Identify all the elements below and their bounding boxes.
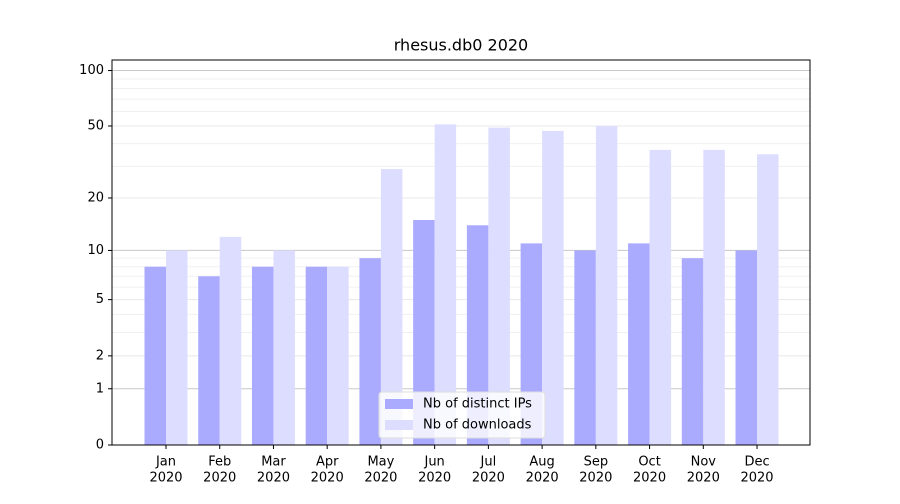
x-tick-label: Apr — [316, 455, 339, 470]
y-tick-label: 2 — [96, 348, 104, 363]
x-tick-label: Jun — [423, 455, 444, 470]
x-tick-label: 2020 — [203, 471, 236, 486]
bar — [327, 266, 349, 445]
bar — [413, 220, 435, 445]
x-tick-label: 2020 — [740, 471, 773, 486]
y-tick-label: 1 — [96, 381, 104, 396]
x-tick-label: 2020 — [418, 471, 451, 486]
x-tick-label: Oct — [638, 455, 660, 470]
plot-frame — [111, 59, 811, 446]
y-tick-label: 50 — [87, 118, 104, 133]
bar — [380, 169, 403, 446]
x-tick-label: 2020 — [526, 471, 559, 486]
bar — [466, 225, 489, 445]
legend-swatch — [385, 420, 413, 430]
x-tick-label: 2020 — [257, 471, 290, 486]
legend-label: Nb of distinct IPs — [423, 397, 532, 412]
y-tick-label: 5 — [96, 292, 104, 307]
bar — [681, 258, 704, 445]
legend-swatch — [385, 399, 413, 409]
x-tick-label: Jul — [480, 455, 497, 470]
bar — [628, 243, 650, 445]
y-tick-label: 10 — [87, 243, 104, 258]
bar — [305, 266, 328, 445]
bar — [219, 236, 242, 445]
x-tick-label: Mar — [261, 455, 286, 470]
x-tick-label: 2020 — [149, 471, 182, 486]
y-tick-label: 0 — [96, 438, 104, 453]
bars — [144, 124, 779, 446]
x-tick-label: May — [367, 455, 394, 470]
bar — [488, 127, 510, 446]
bar — [703, 149, 725, 445]
x-tick-label: 2020 — [311, 471, 344, 486]
bar — [574, 250, 596, 445]
x-tick-label: Sep — [584, 455, 609, 470]
x-tick-label: Dec — [744, 455, 769, 470]
x-tick-label: Jan — [155, 455, 176, 470]
x-tick-label: 2020 — [633, 471, 666, 486]
bar — [144, 266, 166, 445]
legend: Nb of distinct IPs Nb of downloads — [378, 391, 546, 439]
bar — [273, 250, 295, 445]
bar — [251, 266, 274, 445]
legend-box — [378, 391, 546, 439]
x-tick-label: 2020 — [364, 471, 397, 486]
y-tick-label: 100 — [79, 63, 104, 78]
x-tick-label: 2020 — [472, 471, 505, 486]
x-tick-label: Feb — [208, 455, 231, 470]
bar — [735, 250, 758, 445]
y-tick-label: 20 — [87, 190, 104, 205]
bar — [166, 250, 188, 445]
bar — [757, 154, 779, 445]
bar — [595, 125, 618, 446]
x-tick-label: 2020 — [579, 471, 612, 486]
bar — [649, 149, 672, 445]
x-tick-label: Nov — [691, 455, 717, 470]
x-tick-label: 2020 — [687, 471, 720, 486]
x-tick-label: Aug — [529, 455, 554, 470]
bar — [359, 258, 381, 445]
bar — [542, 130, 564, 445]
legend-label: Nb of downloads — [423, 418, 532, 433]
bar — [434, 124, 457, 446]
bar — [198, 276, 220, 445]
chart-title: rhesus.db0 2020 — [394, 36, 528, 55]
